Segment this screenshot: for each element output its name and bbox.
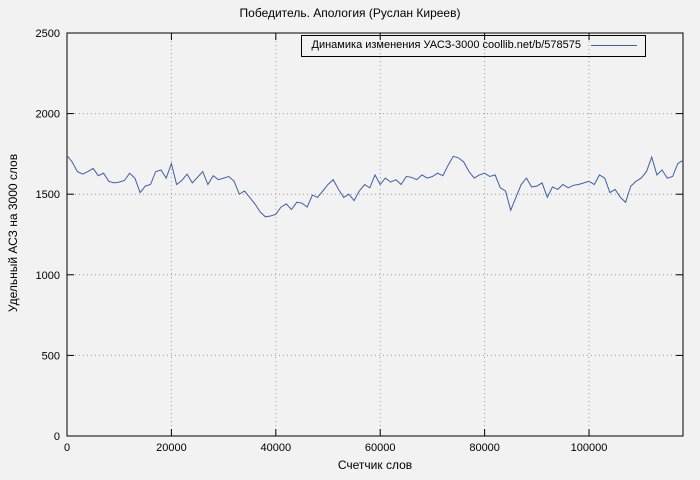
plot-border xyxy=(66,32,684,437)
y-tick-label: 2000 xyxy=(36,109,60,121)
x-axis-title: Счетчик слов xyxy=(337,458,413,472)
y-axis-title: Удельный АСЗ на 3000 слов xyxy=(6,153,20,313)
x-tick-label: 60000 xyxy=(365,442,396,454)
y-tick-label: 2500 xyxy=(36,28,60,40)
x-tick-label: 0 xyxy=(64,442,70,454)
x-tick-label: 40000 xyxy=(261,442,292,454)
y-tick-label: 1500 xyxy=(36,189,60,201)
chart-title: Победитель. Апология (Руслан Киреев) xyxy=(239,6,461,20)
legend-label: Динамика изменения УАСЗ-3000 coollib.net… xyxy=(311,39,581,51)
x-tick-label: 20000 xyxy=(156,442,187,454)
data-line xyxy=(66,155,684,218)
legend: Динамика изменения УАСЗ-3000 coollib.net… xyxy=(300,35,646,57)
legend-line-swatch xyxy=(591,45,637,46)
y-tick-label: 500 xyxy=(42,350,60,362)
x-tick-label: 80000 xyxy=(469,442,500,454)
y-tick-label: 1000 xyxy=(36,270,60,282)
x-tick-label: 100000 xyxy=(571,442,608,454)
y-tick-label: 0 xyxy=(54,431,60,443)
